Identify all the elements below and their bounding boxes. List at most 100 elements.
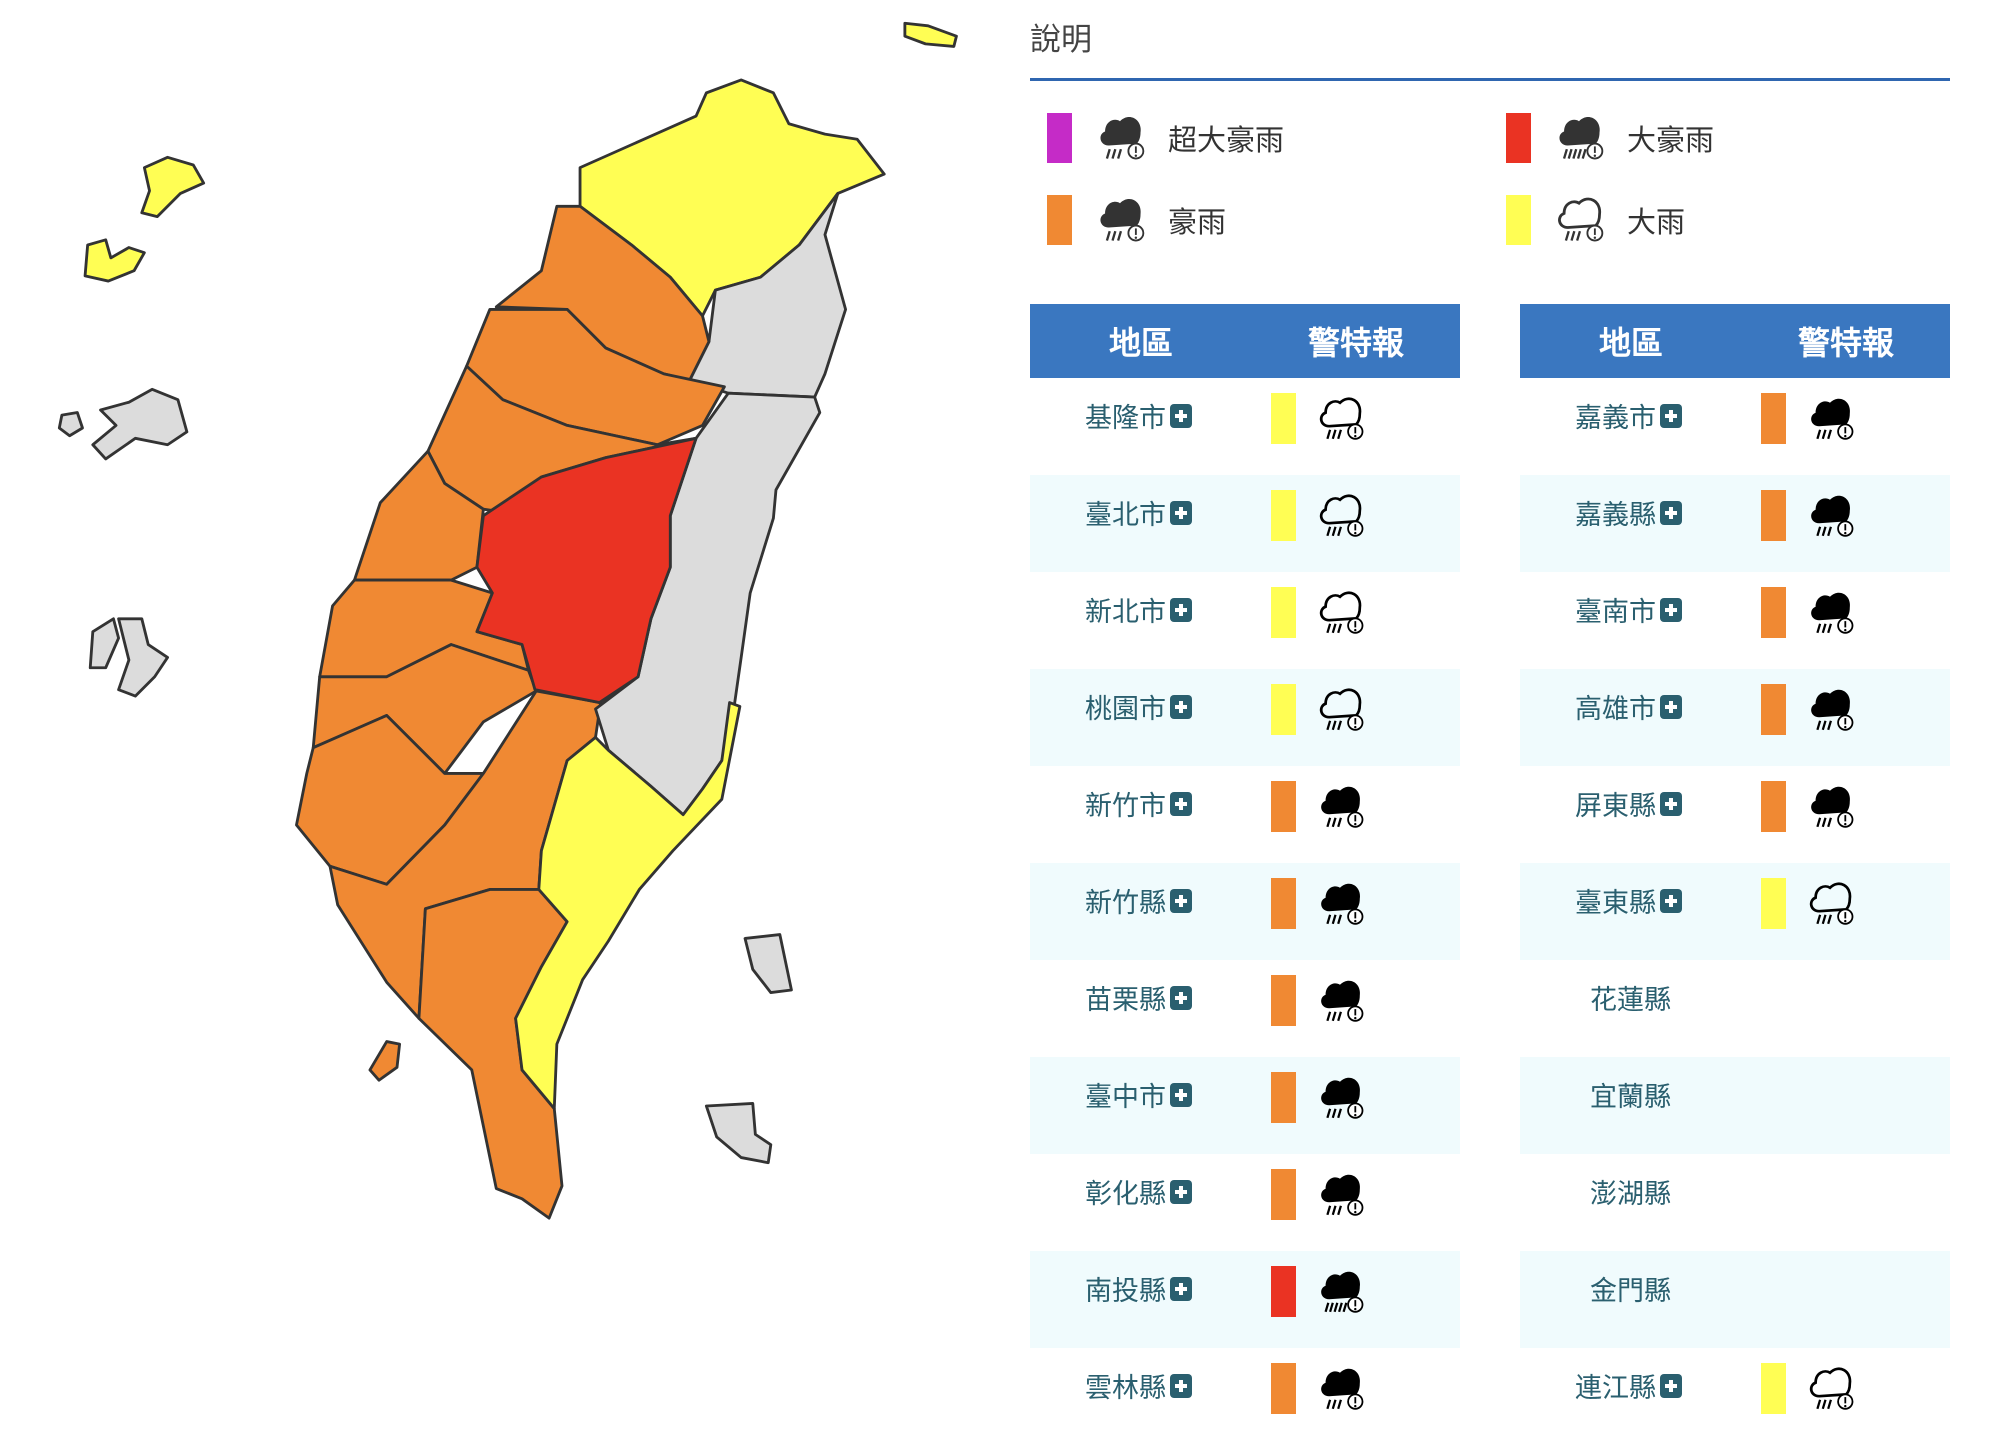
rain-warning-icon: [1803, 1362, 1857, 1416]
table-row: 臺北市: [1030, 475, 1460, 572]
map-region-liuqiu[interactable]: [368, 1040, 402, 1082]
legend-swatch: [1047, 195, 1072, 245]
map-region-matsu-1[interactable]: [140, 155, 206, 219]
table-row: 苗栗縣: [1030, 960, 1460, 1057]
region-label: 桃園市: [1085, 694, 1166, 725]
expand-plus-icon[interactable]: [1660, 888, 1682, 913]
rain-warning-icon: [1313, 780, 1367, 834]
expand-plus-icon[interactable]: [1660, 694, 1682, 719]
region-label: 花蓮縣: [1590, 985, 1671, 1016]
warning-level-swatch: [1271, 1072, 1296, 1123]
region-name[interactable]: 雲林縣: [1085, 1366, 1192, 1405]
region-name: 金門縣: [1590, 1269, 1671, 1308]
region-name[interactable]: 高雄市: [1575, 687, 1682, 726]
expand-plus-icon[interactable]: [1660, 500, 1682, 525]
expand-plus-icon[interactable]: [1170, 597, 1192, 622]
expand-plus-icon[interactable]: [1660, 597, 1682, 622]
map-region-orchid-island[interactable]: [704, 1102, 773, 1165]
region-name[interactable]: 南投縣: [1085, 1269, 1192, 1308]
table-row: 南投縣: [1030, 1251, 1460, 1348]
rain-warning-icon: [1803, 392, 1857, 446]
region-label: 南投縣: [1085, 1276, 1166, 1307]
warning-table: 地區 警特報 基隆市 臺北市 新北市: [1030, 304, 1460, 1445]
region-name[interactable]: 臺南市: [1575, 590, 1682, 629]
region-name[interactable]: 彰化縣: [1085, 1172, 1192, 1211]
legend-title: 說明: [1030, 22, 1092, 58]
region-name: 宜蘭縣: [1590, 1075, 1671, 1114]
table-row: 花蓮縣: [1520, 960, 1950, 1057]
region-name[interactable]: 屏東縣: [1575, 784, 1682, 823]
table-header: 地區 警特報: [1030, 304, 1460, 378]
map-region-green-island[interactable]: [743, 933, 793, 994]
header-warning: 警特報: [1307, 324, 1404, 362]
legend-label: 大雨: [1627, 205, 1686, 239]
expand-plus-icon[interactable]: [1170, 403, 1192, 428]
map-region-kinmen-2[interactable]: [117, 617, 169, 698]
region-name[interactable]: 新竹縣: [1085, 881, 1192, 920]
table-row: 高雄市: [1520, 669, 1950, 766]
map-region-matsu-2[interactable]: [83, 238, 146, 283]
region-name[interactable]: 新竹市: [1085, 784, 1192, 823]
expand-plus-icon[interactable]: [1170, 888, 1192, 913]
warning-level-swatch: [1761, 1363, 1786, 1414]
map-region-penghu-2[interactable]: [57, 411, 84, 438]
expand-plus-icon[interactable]: [1170, 1373, 1192, 1398]
region-label: 基隆市: [1085, 403, 1166, 434]
region-name[interactable]: 嘉義市: [1575, 396, 1682, 435]
region-name[interactable]: 臺中市: [1085, 1075, 1192, 1114]
rain-warning-icon: [1313, 877, 1367, 931]
region-name[interactable]: 桃園市: [1085, 687, 1192, 726]
expand-plus-icon[interactable]: [1170, 985, 1192, 1010]
expand-plus-icon[interactable]: [1660, 403, 1682, 428]
expand-plus-icon[interactable]: [1170, 1276, 1192, 1301]
map-region-kinmen[interactable]: [88, 617, 121, 670]
rain-warning-icon: [1313, 974, 1367, 1028]
expand-plus-icon[interactable]: [1170, 791, 1192, 816]
expand-plus-icon[interactable]: [1170, 500, 1192, 525]
region-name[interactable]: 苗栗縣: [1085, 978, 1192, 1017]
table-row: 屏東縣: [1520, 766, 1950, 863]
rain-warning-icon: [1803, 780, 1857, 834]
region-label: 高雄市: [1575, 694, 1656, 725]
region-name[interactable]: 基隆市: [1085, 396, 1192, 435]
legend-item: 超大豪雨: [1047, 112, 1284, 164]
expand-plus-icon[interactable]: [1170, 694, 1192, 719]
expand-plus-icon[interactable]: [1660, 791, 1682, 816]
warning-level-swatch: [1761, 393, 1786, 444]
legend-item: 豪雨: [1047, 194, 1226, 246]
map-region-changhua[interactable]: [353, 449, 485, 582]
map-region-taitung[interactable]: [514, 701, 742, 1111]
table-row: 宜蘭縣: [1520, 1057, 1950, 1154]
warning-level-swatch: [1271, 1169, 1296, 1220]
map-region-penghu[interactable]: [91, 387, 189, 461]
region-label: 臺南市: [1575, 597, 1656, 628]
expand-plus-icon[interactable]: [1660, 1373, 1682, 1398]
warning-level-swatch: [1761, 587, 1786, 638]
expand-plus-icon[interactable]: [1170, 1179, 1192, 1204]
legend-label: 超大豪雨: [1168, 123, 1285, 157]
region-name[interactable]: 嘉義縣: [1575, 493, 1682, 532]
map-region-pengjia[interactable]: [903, 21, 958, 48]
rain-warning-icon: [1803, 877, 1857, 931]
region-label: 雲林縣: [1085, 1373, 1166, 1404]
table-row: 澎湖縣: [1520, 1154, 1950, 1251]
region-name[interactable]: 新北市: [1085, 590, 1192, 629]
map-region-nantou[interactable]: [475, 436, 698, 704]
region-label: 金門縣: [1590, 1276, 1671, 1307]
warning-level-swatch: [1761, 781, 1786, 832]
region-label: 嘉義市: [1575, 403, 1656, 434]
rain-warning-icon: [1803, 586, 1857, 640]
heavy-rain-icon: [1551, 192, 1607, 248]
table-row: 連江縣: [1520, 1348, 1950, 1445]
table-row: 桃園市: [1030, 669, 1460, 766]
region-label: 臺中市: [1085, 1082, 1166, 1113]
region-name[interactable]: 臺北市: [1085, 493, 1192, 532]
warning-level-swatch: [1271, 393, 1296, 444]
region-name[interactable]: 臺東縣: [1575, 881, 1682, 920]
region-name[interactable]: 連江縣: [1575, 1366, 1682, 1405]
table-row: 嘉義市: [1520, 378, 1950, 475]
table-header: 地區 警特報: [1520, 304, 1950, 378]
expand-plus-icon[interactable]: [1170, 1082, 1192, 1107]
warning-level-swatch: [1761, 490, 1786, 541]
warning-level-swatch: [1271, 684, 1296, 735]
